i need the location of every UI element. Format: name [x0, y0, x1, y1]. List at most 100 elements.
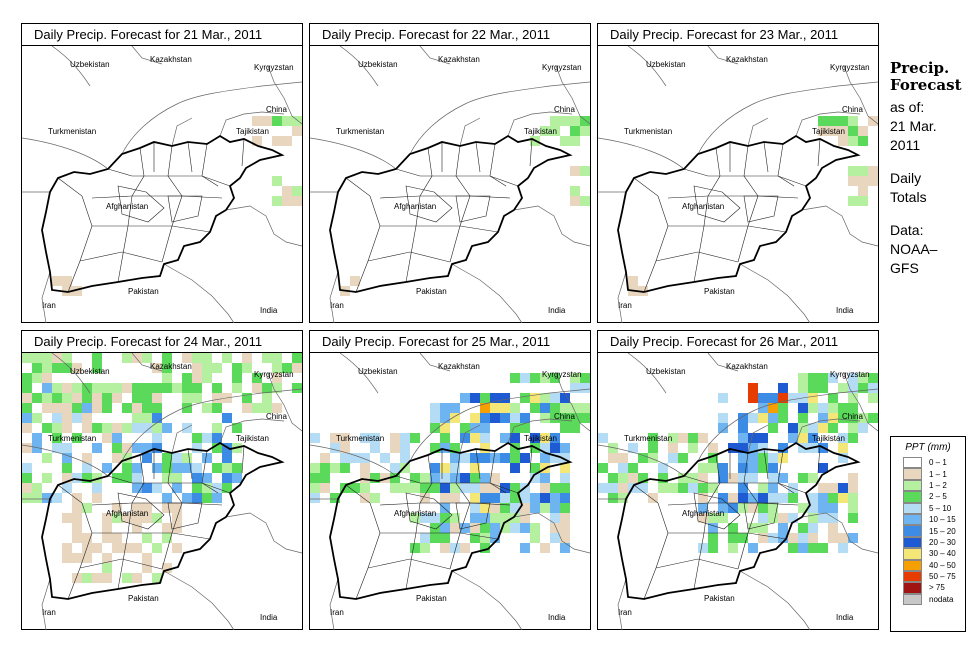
province-border: [737, 195, 759, 263]
precip-cell: [390, 463, 400, 473]
precip-cell: [430, 513, 440, 523]
precip-cell: [360, 463, 370, 473]
precip-cell: [738, 443, 748, 453]
precip-cell: [212, 483, 222, 493]
country-label: Tajikistan: [236, 127, 269, 136]
province-border: [380, 532, 499, 540]
precip-cell: [132, 423, 142, 433]
precip-cell: [212, 493, 222, 503]
precip-cell: [122, 573, 132, 583]
precip-cell: [102, 523, 112, 533]
precip-cell: [252, 383, 262, 393]
precip-cell: [618, 473, 628, 483]
precip-cell: [202, 493, 212, 503]
precip-cell: [848, 473, 858, 483]
legend-item: > 75: [891, 582, 965, 594]
precip-cell: [252, 136, 262, 146]
legend-swatch: [903, 479, 922, 492]
country-label: Uzbekistan: [358, 367, 398, 376]
forecast-map: Uzbekistan Kazakhstan Kyrgyzstan China Turkm…: [22, 46, 302, 323]
precip-cell: [838, 383, 848, 393]
precip-cell: [838, 403, 848, 413]
precip-cell: [808, 473, 818, 483]
precip-cell: [580, 413, 590, 423]
precip-cell: [192, 463, 202, 473]
country-label: Turkmenistan: [624, 434, 672, 443]
precip-cell: [400, 433, 410, 443]
precip-cell: [142, 453, 152, 463]
precip-cell: [768, 533, 778, 543]
province-border: [529, 138, 533, 167]
precip-cell: [828, 116, 838, 126]
precip-cell: [778, 393, 788, 403]
precip-cells: [22, 353, 302, 583]
precip-cell: [122, 353, 132, 363]
precip-cell: [430, 413, 440, 423]
precip-cell: [510, 483, 520, 493]
province-border: [92, 225, 211, 233]
precip-cell: [142, 383, 152, 393]
precip-cell: [32, 483, 42, 493]
precip-cell: [202, 353, 212, 363]
precip-cell: [748, 473, 758, 483]
country-label: India: [836, 613, 854, 622]
precip-cell: [390, 483, 400, 493]
precip-cell: [182, 453, 192, 463]
precip-cell: [102, 423, 112, 433]
legend-item: 50 – 75: [891, 570, 965, 583]
province-border: [475, 448, 481, 480]
precip-cell: [788, 433, 798, 443]
precip-cell: [460, 453, 470, 463]
precip-cell: [272, 363, 282, 373]
precip-cell: [598, 433, 608, 443]
precip-cell: [172, 463, 182, 473]
country-label: Kyrgyzstan: [830, 63, 870, 72]
precip-cell: [728, 473, 738, 483]
as-of-year: 2011: [890, 137, 921, 153]
precip-cell: [828, 403, 838, 413]
precip-cell: [172, 453, 182, 463]
legend-swatch: [903, 457, 922, 469]
forecast-map: Uzbekistan Kazakhstan Kyrgyzstan China Turkm…: [310, 353, 590, 630]
precip-cell: [768, 483, 778, 493]
precip-cell: [162, 533, 172, 543]
precip-cell: [82, 533, 92, 543]
precip-cell: [768, 473, 778, 483]
precip-cell: [748, 383, 758, 393]
precip-cell: [848, 196, 858, 206]
forecast-map: Uzbekistan Kazakhstan Kyrgyzstan China Turkm…: [598, 353, 878, 630]
country-label: Afghanistan: [106, 202, 148, 211]
precip-cell: [272, 196, 282, 206]
province-border: [79, 558, 163, 570]
precip-cell: [202, 453, 212, 463]
precip-cell: [192, 383, 202, 393]
precip-cell: [838, 433, 848, 443]
precip-cell: [520, 523, 530, 533]
legend-item: 0 – 1: [891, 457, 965, 469]
precip-cell: [808, 393, 818, 403]
precip-cell: [480, 433, 490, 443]
precip-cell: [570, 186, 580, 196]
country-border: [795, 111, 861, 137]
country-label: China: [842, 105, 863, 114]
precip-cell: [32, 393, 42, 403]
precip-cell: [22, 483, 32, 493]
precip-cell: [72, 513, 82, 523]
precip-cell: [698, 543, 708, 553]
precip-cell: [500, 493, 510, 503]
precip-cell: [202, 363, 212, 373]
precip-cell: [272, 136, 282, 146]
legend-swatch: [903, 536, 922, 549]
precip-cell: [162, 563, 172, 573]
precip-cell: [172, 473, 182, 483]
precip-cell: [580, 166, 590, 176]
precip-cell: [440, 433, 450, 443]
precip-cell: [132, 413, 142, 423]
precip-cell: [768, 403, 778, 413]
country-label: Iran: [618, 301, 632, 310]
precip-cell: [868, 393, 878, 403]
precip-cell: [32, 493, 42, 503]
precip-cell: [698, 433, 708, 443]
precip-cell: [570, 126, 580, 136]
precip-cell: [310, 493, 320, 503]
